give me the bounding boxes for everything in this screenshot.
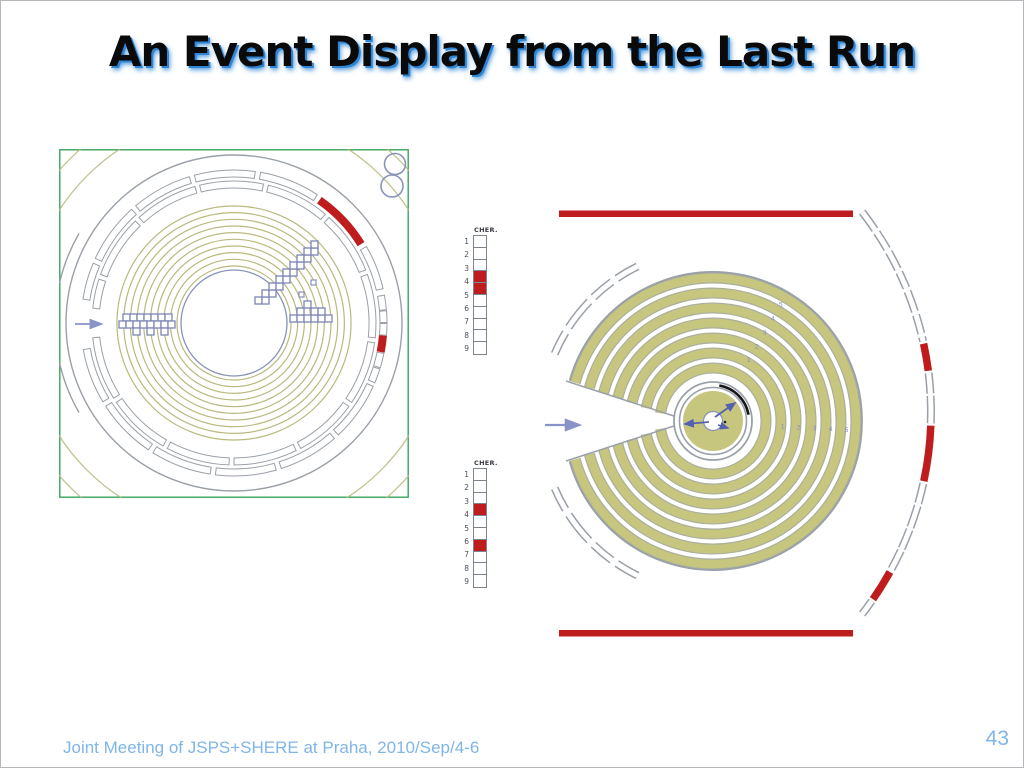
hit-number-horizontal: 1 bbox=[781, 424, 785, 431]
hit-number-diagonal: 1 bbox=[747, 357, 751, 364]
counter-circle-bottom bbox=[380, 174, 404, 198]
hit-squares bbox=[118, 240, 333, 336]
bottom-red-bar bbox=[559, 630, 853, 637]
counter-circle-top bbox=[383, 152, 407, 176]
hit-number-diagonal: 3 bbox=[763, 329, 767, 336]
top-red-bar bbox=[559, 210, 853, 217]
hit-number-horizontal: 4 bbox=[829, 426, 833, 433]
scale-tick-label: 3 bbox=[464, 496, 469, 506]
scale-tick-label: 5 bbox=[464, 290, 469, 300]
scale-tick-label: 1 bbox=[464, 470, 469, 479]
scale-cell bbox=[473, 341, 487, 355]
scale-tick-label: 6 bbox=[464, 536, 469, 546]
scale-cell bbox=[473, 574, 487, 588]
footer-text: Joint Meeting of JSPS+SHERE at Praha, 20… bbox=[63, 738, 480, 757]
hit-number-diagonal: 5 bbox=[779, 302, 783, 309]
left-event-display-canvas bbox=[59, 149, 409, 498]
hit-number-horizontal: 2 bbox=[797, 424, 801, 431]
scale-tick-label: 6 bbox=[464, 303, 469, 313]
scale-tick-label: 2 bbox=[464, 483, 469, 493]
left-frame bbox=[59, 149, 409, 498]
scale-tick-label: 2 bbox=[464, 250, 469, 260]
scale-tick-label: 9 bbox=[464, 344, 469, 354]
scale-label: CHER. bbox=[474, 226, 498, 234]
hit-number-horizontal: 5 bbox=[845, 427, 849, 434]
slide-title: An Event Display from the Last Run bbox=[108, 27, 916, 76]
scale-tick-label: 8 bbox=[464, 330, 469, 340]
scale-tick-label: 7 bbox=[464, 550, 469, 560]
page-number: 43 bbox=[985, 727, 1009, 750]
track-arrows-icon bbox=[683, 401, 737, 430]
scale-tick-label: 5 bbox=[464, 523, 469, 533]
scale-tick-label: 1 bbox=[464, 237, 469, 246]
scale-tick-label: 4 bbox=[464, 277, 469, 287]
hit-number-diagonal: 2 bbox=[755, 343, 759, 350]
scale-tick-label: 3 bbox=[464, 263, 469, 273]
hit-scale-lower: CHER. 1 2 3 4 5 6 7 8 9 bbox=[461, 459, 498, 589]
scale-label: CHER. bbox=[474, 459, 498, 467]
track-arc bbox=[719, 384, 750, 415]
left-event-display bbox=[59, 149, 409, 498]
scale-tick-label: 4 bbox=[464, 510, 469, 520]
hit-number-diagonal: 4 bbox=[771, 316, 775, 323]
scale-tick-label: 7 bbox=[464, 317, 469, 327]
hit-number-horizontal: 3 bbox=[813, 425, 817, 432]
hit-scale-upper: CHER. 1 2 3 4 5 6 7 8 9 bbox=[461, 226, 498, 356]
scale-tick-label: 8 bbox=[464, 563, 469, 573]
scale-tick-label: 9 bbox=[464, 577, 469, 587]
